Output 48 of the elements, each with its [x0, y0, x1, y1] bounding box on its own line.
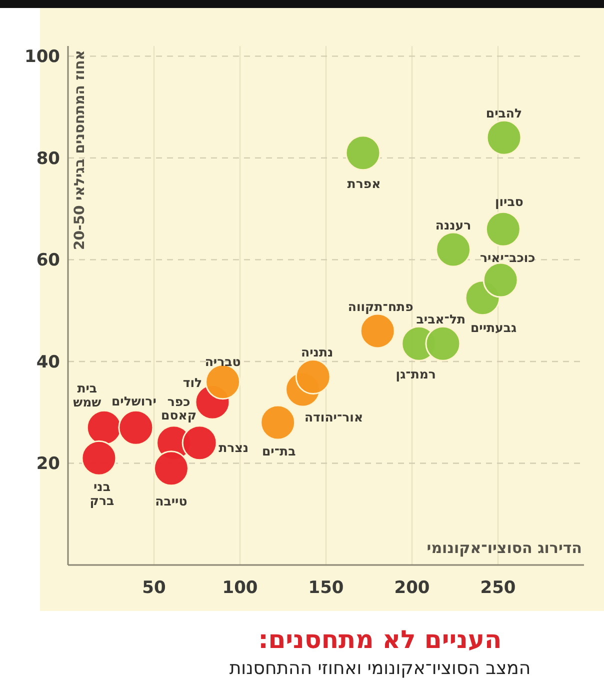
- x-tick-label: 100: [222, 578, 258, 598]
- annotation: נצרת: [218, 440, 249, 455]
- annotation: בית שמש: [73, 380, 102, 410]
- point: [118, 410, 154, 446]
- annotation: טייבה: [155, 493, 188, 508]
- point: [436, 232, 472, 268]
- point: [295, 358, 331, 394]
- annotation: נתניה: [301, 344, 334, 360]
- annotation: אפרת: [347, 176, 381, 191]
- point: [485, 211, 521, 247]
- x-tick-label: 150: [308, 578, 344, 598]
- annotation: בת־ים: [262, 444, 296, 459]
- annotation: כוכב־יאיר: [480, 250, 536, 266]
- y-tick-label: 40: [36, 352, 60, 372]
- point: [425, 326, 461, 362]
- text: העניים לא מתחסנים:: [258, 625, 502, 654]
- annotation: כפר קאסם: [161, 394, 197, 423]
- annotation: להבים: [486, 106, 522, 121]
- annotation: רמת־גן: [396, 366, 436, 382]
- point: [86, 410, 122, 446]
- annotation: ירושלים: [111, 394, 156, 409]
- point: [81, 440, 117, 476]
- annotation: פתח־תקווה: [348, 298, 414, 314]
- y-tick-label: 60: [36, 250, 60, 271]
- annotation: סביון: [494, 194, 524, 210]
- point: [482, 262, 518, 298]
- annotation: בני ברק: [90, 479, 115, 508]
- y-tick-label: 20: [36, 454, 60, 474]
- point: [153, 450, 189, 486]
- annotation: רעננה: [435, 218, 472, 233]
- y-axis-title: אחוז המתחסנים בגילאי 20-50: [72, 50, 88, 250]
- x-tick-label: 250: [480, 578, 516, 598]
- y-tick-label: 100: [24, 47, 60, 68]
- point: [345, 135, 381, 171]
- point: [360, 313, 396, 349]
- point: [260, 404, 296, 440]
- y-tick-label: 80: [36, 148, 60, 169]
- text: המצב הסוציו־אקונומי ואחוזי ההתחסנות: [229, 658, 531, 679]
- annotation: אור־יהודה: [304, 409, 364, 424]
- annotation: גבעתיים: [470, 320, 517, 335]
- x-tick-label: 200: [394, 578, 430, 598]
- x-tick-label: 50: [142, 578, 166, 598]
- point: [182, 425, 218, 461]
- annotation: טבריה: [204, 354, 241, 369]
- x-axis-title: הדירוג הסוציו־אקונומי: [426, 539, 582, 557]
- annotation: לוד: [182, 375, 202, 390]
- annotation: תל־אביב: [416, 312, 466, 327]
- point: [486, 120, 522, 156]
